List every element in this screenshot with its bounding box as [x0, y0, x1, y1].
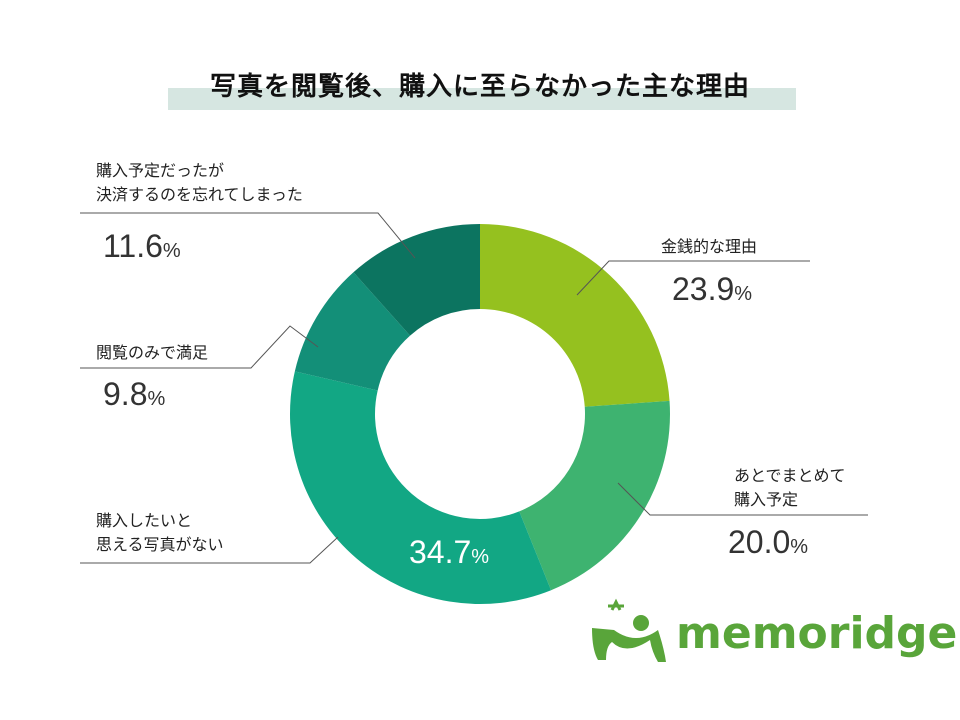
- logo-wordmark: memoridge: [676, 608, 958, 659]
- title-band: [168, 88, 796, 110]
- donut-slice-2: [519, 400, 670, 591]
- value-s5: 11.6%: [103, 228, 181, 264]
- donut-slice-1: [480, 224, 670, 407]
- leader-line-s5: [80, 212, 416, 259]
- value-s4: 9.8%: [103, 376, 166, 412]
- label-s5-line1: 購入予定だったが: [96, 161, 225, 180]
- leader-line-s1: [576, 260, 810, 296]
- value-s2: 20.0%: [728, 524, 809, 560]
- label-s2-line2: 購入予定: [734, 490, 799, 509]
- logo-mark-icon: [592, 598, 666, 662]
- value-s1: 23.9%: [672, 271, 753, 307]
- leader-line-s4: [80, 325, 319, 369]
- value-s3: 34.7%: [409, 534, 490, 570]
- donut-slice-5: [353, 224, 480, 336]
- donut-slice-3: [290, 371, 552, 605]
- label-s1: 金銭的な理由: [661, 237, 758, 256]
- donut-slice-4: [294, 272, 411, 391]
- leader-line-s2: [617, 482, 868, 516]
- label-s3-line2: 思える写真がない: [96, 535, 224, 554]
- label-s5-line2: 決済するのを忘れてしまった: [96, 185, 303, 204]
- label-s4: 閲覧のみで満足: [96, 343, 209, 362]
- label-s2-line1: あとでまとめて: [734, 466, 846, 485]
- leader-line-s3: [80, 536, 339, 564]
- chart-title: 写真を閲覧後、購入に至らなかった主な理由: [209, 72, 750, 102]
- label-s3-line1: 購入したいと: [96, 511, 193, 530]
